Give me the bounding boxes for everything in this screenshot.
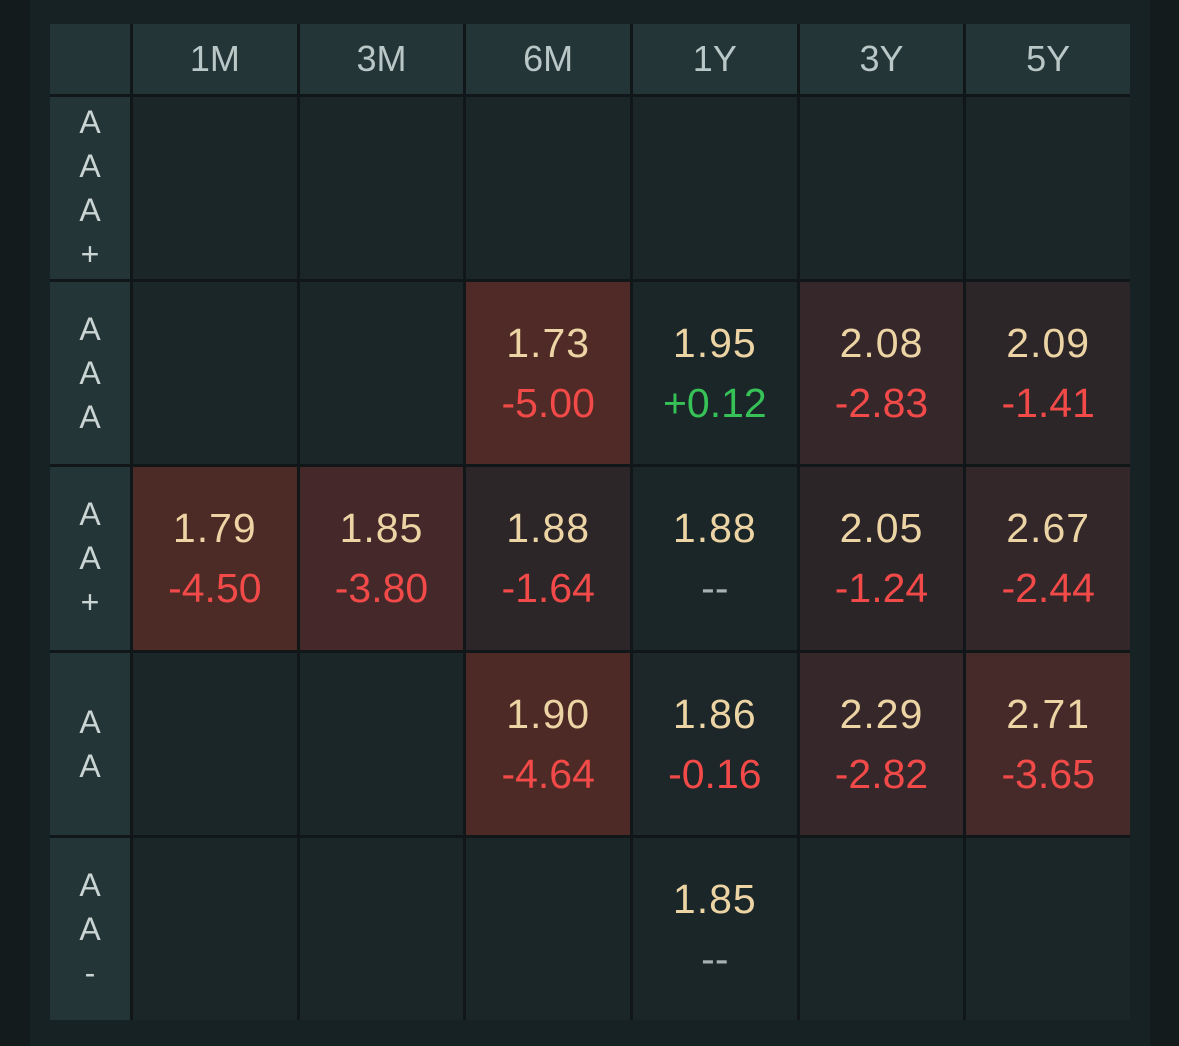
cell-change: -1.41 — [1001, 380, 1095, 427]
cell-rate: 2.08 — [839, 320, 924, 367]
heatmap-cell — [966, 97, 1130, 280]
row-label-char: A — [79, 399, 101, 436]
heatmap-cell — [133, 652, 297, 835]
cell-rate: 2.67 — [1006, 505, 1091, 552]
cell-rate: 1.95 — [672, 320, 757, 367]
heatmap-cell[interactable]: 1.95 +0.12 — [633, 282, 797, 465]
cell-change: -4.50 — [168, 565, 262, 612]
yield-heatmap-table: 1M 3M 6M 1Y 3Y 5Y A A A + A A A 1.73 -5.00 1.95 +0… — [50, 24, 1130, 1020]
cell-rate: 1.85 — [339, 505, 424, 552]
cell-change: -- — [701, 565, 729, 612]
heatmap-cell — [299, 837, 464, 1020]
column-header-1y[interactable]: 1Y — [633, 24, 797, 94]
heatmap-cell — [633, 97, 797, 280]
heatmap-cell — [299, 97, 464, 280]
heatmap-cell[interactable]: 2.71 -3.65 — [966, 652, 1130, 835]
heatmap-cell[interactable]: 1.73 -5.00 — [466, 282, 630, 465]
row-label-char: + — [80, 236, 100, 273]
column-header-6m[interactable]: 6M — [466, 24, 630, 94]
heatmap-cell[interactable]: 2.05 -1.24 — [799, 467, 964, 650]
cell-change: -0.16 — [668, 750, 762, 797]
heatmap-cell[interactable]: 2.08 -2.83 — [799, 282, 964, 465]
row-label-char: + — [80, 584, 100, 621]
row-label-char: A — [79, 540, 101, 577]
row-label-char: A — [79, 496, 101, 533]
heatmap-cell[interactable]: 1.79 -4.50 — [133, 467, 297, 650]
column-header-3y[interactable]: 3Y — [799, 24, 964, 94]
cell-rate: 1.88 — [506, 505, 591, 552]
cell-change: -3.80 — [334, 565, 429, 612]
heatmap-cell — [466, 837, 630, 1020]
heatmap-cell — [299, 652, 464, 835]
heatmap-cell — [466, 97, 630, 280]
cell-change: -3.65 — [1001, 750, 1095, 797]
cell-change: +0.12 — [662, 380, 767, 427]
heatmap-cell[interactable]: 1.88 -1.64 — [466, 467, 630, 650]
heatmap-cell[interactable]: 1.88 -- — [633, 467, 797, 650]
table-corner — [50, 24, 130, 94]
row-label-stack: A A + — [79, 492, 100, 624]
heatmap-cell — [799, 837, 964, 1020]
column-header-5y[interactable]: 5Y — [966, 24, 1130, 94]
cell-rate: 1.90 — [506, 690, 591, 737]
row-label-char: A — [79, 910, 101, 947]
cell-change: -1.64 — [501, 565, 595, 612]
heatmap-cell — [799, 97, 964, 280]
cell-change: -5.00 — [501, 380, 595, 427]
heatmap-cell — [133, 837, 297, 1020]
row-label-char: A — [79, 192, 101, 229]
cell-rate: 2.29 — [839, 690, 924, 737]
cell-change: -2.82 — [834, 750, 929, 797]
heatmap-cell — [966, 837, 1130, 1020]
heatmap-cell[interactable]: 2.29 -2.82 — [799, 652, 964, 835]
cell-rate: 1.79 — [172, 505, 257, 552]
row-header-aaa-plus[interactable]: A A A + — [50, 97, 130, 280]
cell-change: -4.64 — [501, 750, 595, 797]
row-label-char: A — [79, 311, 101, 348]
row-label-char: A — [79, 866, 101, 903]
column-header-3m[interactable]: 3M — [299, 24, 464, 94]
heatmap-cell — [299, 282, 464, 465]
cell-rate: 2.09 — [1006, 320, 1091, 367]
row-label-char: A — [79, 148, 101, 185]
cell-rate: 1.86 — [672, 690, 757, 737]
row-label-char: A — [79, 703, 101, 740]
heatmap-cell[interactable]: 1.90 -4.64 — [466, 652, 630, 835]
row-label-char: A — [79, 104, 101, 141]
row-label-char: A — [79, 747, 101, 784]
cell-change: -2.83 — [834, 380, 929, 427]
row-label-char: A — [79, 355, 101, 392]
heatmap-cell[interactable]: 2.67 -2.44 — [966, 467, 1130, 650]
cell-change: -1.24 — [834, 565, 929, 612]
row-header-aa-plus[interactable]: A A + — [50, 467, 130, 650]
cell-rate: 2.05 — [839, 505, 924, 552]
row-label-stack: A A A + — [79, 100, 100, 276]
heatmap-cell[interactable]: 1.85 -- — [633, 837, 797, 1020]
heatmap-cell — [133, 97, 297, 280]
heatmap-cell[interactable]: 1.85 -3.80 — [299, 467, 464, 650]
cell-rate: 1.73 — [506, 320, 591, 367]
cell-rate: 2.71 — [1006, 690, 1091, 737]
heatmap-cell — [133, 282, 297, 465]
heatmap-cell[interactable]: 1.86 -0.16 — [633, 652, 797, 835]
cell-rate: 1.85 — [672, 875, 757, 922]
cell-change: -- — [701, 935, 729, 982]
cell-change: -2.44 — [1001, 565, 1095, 612]
cell-rate: 1.88 — [672, 505, 757, 552]
row-label-char: - — [84, 954, 96, 991]
heatmap-cell[interactable]: 2.09 -1.41 — [966, 282, 1130, 465]
column-header-1m[interactable]: 1M — [133, 24, 297, 94]
